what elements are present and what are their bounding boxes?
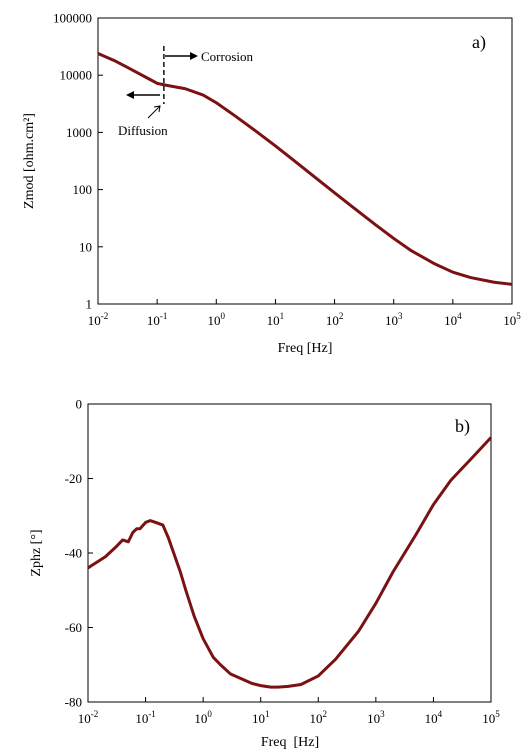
x-axis-label-a: Freq [Hz] bbox=[278, 341, 333, 356]
zmod-series-line bbox=[97, 52, 513, 286]
x-tick-label: 104 bbox=[444, 311, 462, 328]
diffusion-annotation: Diffusion bbox=[118, 123, 168, 138]
panel-label-a: a) bbox=[472, 32, 486, 53]
y-tick-label: -20 bbox=[65, 471, 82, 486]
x-tick-label: 101 bbox=[252, 709, 270, 726]
corrosion-annotation: Corrosion bbox=[201, 49, 254, 64]
y-tick-label: 1 bbox=[86, 297, 93, 312]
diffusion-arrow bbox=[126, 91, 160, 99]
y-tick-label: 100000 bbox=[53, 11, 92, 26]
x-ticks-a: 10-2 10-1 100 101 102 103 104 105 bbox=[88, 299, 521, 328]
x-tick-label: 105 bbox=[482, 709, 500, 726]
x-tick-label: 102 bbox=[326, 311, 344, 328]
x-tick-label: 10-1 bbox=[147, 311, 168, 328]
y-tick-label: 100 bbox=[73, 182, 93, 197]
y-tick-label: -60 bbox=[65, 620, 82, 635]
x-tick-label: 101 bbox=[267, 311, 285, 328]
x-tick-label: 103 bbox=[385, 311, 403, 328]
x-tick-label: 10-1 bbox=[135, 709, 156, 726]
x-tick-label: 100 bbox=[208, 311, 226, 328]
y-axis-label-b: Zphz [°] bbox=[29, 529, 44, 576]
y-tick-label: 10 bbox=[79, 239, 92, 254]
x-tick-label: 105 bbox=[503, 311, 521, 328]
y-tick-label: 0 bbox=[76, 397, 83, 412]
y-tick-label: -40 bbox=[65, 546, 82, 561]
diffusion-pointer bbox=[147, 105, 161, 119]
y-tick-label: 1000 bbox=[66, 125, 92, 140]
y-axis-label-a: Zmod [ohm.cm²] bbox=[22, 113, 37, 209]
plot-frame-b bbox=[87, 403, 492, 703]
x-tick-label: 104 bbox=[425, 709, 443, 726]
x-tick-label: 10-2 bbox=[78, 709, 99, 726]
panel-a: a) 10-2 10-1 100 101 102 103 104 105 1 10 100 1000… bbox=[22, 11, 521, 357]
y-ticks-b: 0 -20 -40 -60 -80 bbox=[65, 397, 93, 710]
corrosion-arrow bbox=[165, 52, 198, 60]
x-axis-label-b: Freq [Hz] bbox=[261, 735, 319, 750]
panel-b: b) 10-2 10-1 100 101 102 103 104 105 0 -20 -40 -60… bbox=[29, 397, 500, 751]
y-tick-label: 10000 bbox=[60, 68, 93, 83]
x-ticks-b: 10-2 10-1 100 101 102 103 104 105 bbox=[78, 697, 500, 726]
x-tick-label: 102 bbox=[310, 709, 328, 726]
y-tick-label: -80 bbox=[65, 695, 82, 710]
x-tick-label: 100 bbox=[194, 709, 212, 726]
plot-frame-a bbox=[97, 17, 513, 305]
y-ticks-a: 1 10 100 1000 10000 100000 bbox=[53, 11, 103, 312]
zphz-series-line bbox=[87, 436, 493, 689]
panel-label-b: b) bbox=[455, 416, 470, 437]
x-tick-label: 10-2 bbox=[88, 311, 109, 328]
x-tick-label: 103 bbox=[367, 709, 385, 726]
